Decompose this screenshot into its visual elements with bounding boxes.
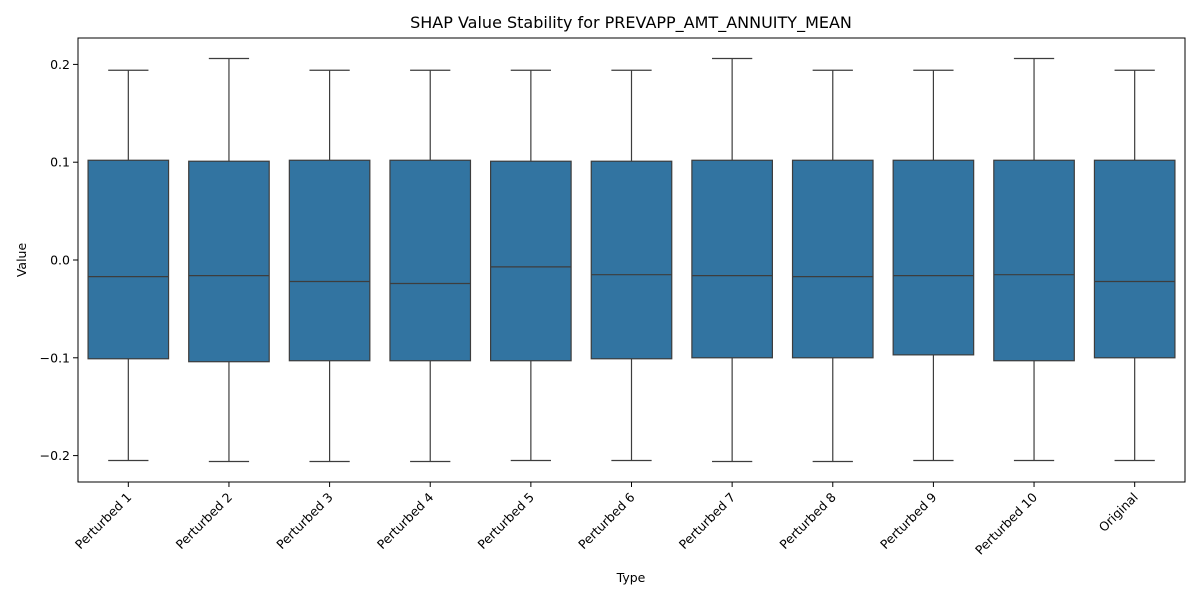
x-tick-label: Perturbed 9 (877, 489, 940, 552)
y-tick-label: 0.2 (50, 57, 70, 72)
box-iqr (288, 159, 371, 362)
box-iqr (1093, 159, 1176, 359)
x-tick-label: Perturbed 5 (474, 490, 536, 552)
y-tick-label: −0.2 (40, 448, 70, 463)
box-iqr (87, 159, 170, 360)
box-iqr (188, 160, 270, 363)
box-iqr (389, 159, 472, 362)
y-tick-label: 0.0 (50, 253, 70, 268)
box-iqr (691, 159, 773, 359)
y-tick-label: 0.1 (50, 155, 70, 170)
box-iqr (892, 159, 975, 356)
x-tick-label: Perturbed 7 (676, 490, 738, 552)
plot-area: −0.2 −0.1 0.0 0.1 0.2 Perturbed 1 Perturbed 2 P… (40, 37, 1186, 558)
x-tick-label: Perturbed 4 (374, 489, 437, 552)
y-axis-label: Value (14, 243, 29, 278)
x-tick-label: Perturbed 6 (575, 489, 638, 552)
box-iqr (791, 159, 874, 359)
box-iqr (490, 160, 572, 362)
x-axis-label: Type (616, 570, 646, 585)
x-tick-label: Perturbed 8 (776, 489, 839, 552)
x-tick-label: Perturbed 2 (173, 490, 235, 552)
box-iqr (590, 160, 673, 360)
x-tick-label: Perturbed 1 (72, 490, 134, 552)
x-tick-label: Perturbed 3 (273, 490, 335, 552)
box-iqr (993, 159, 1075, 362)
y-tick-label: −0.1 (40, 350, 70, 365)
x-tick-label: Original (1096, 490, 1141, 535)
x-tick-label: Perturbed 10 (972, 489, 1040, 557)
chart-title: SHAP Value Stability for PREVAPP_AMT_ANN… (410, 13, 852, 33)
